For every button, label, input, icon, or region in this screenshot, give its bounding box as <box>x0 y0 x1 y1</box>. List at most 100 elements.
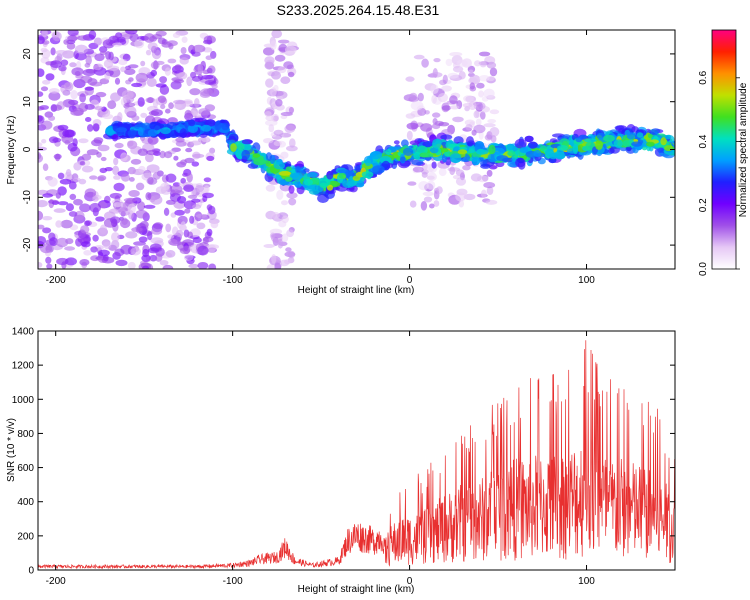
spectrogram-blob <box>177 71 188 80</box>
spectrogram-blob <box>67 142 78 152</box>
spectrogram-blob <box>68 181 77 190</box>
spectrogram-blob <box>140 112 148 118</box>
spectrogram-blob <box>138 165 146 173</box>
spectrogram-blob <box>155 253 163 262</box>
spectrogram-blob <box>455 169 465 177</box>
spectrogram-blob <box>288 198 297 206</box>
spectrogram-blob <box>277 39 290 44</box>
spectrogram-blob <box>135 209 148 219</box>
spectrogram-blob <box>327 184 333 191</box>
spectrogram-blob <box>95 216 105 222</box>
spectrogram-blob <box>421 58 429 68</box>
spectrogram-blob <box>544 148 555 158</box>
spectrogram-blob <box>264 56 275 65</box>
snr-ytick-label: 200 <box>17 531 34 542</box>
spectrogram-blob <box>186 76 193 87</box>
colorbar-gradient <box>712 30 736 269</box>
spectrogram-blob <box>361 171 374 178</box>
spectrogram-blob <box>191 198 201 203</box>
colorbar-label: Normalized spectral amplitude <box>738 82 749 217</box>
spectrogram-blob <box>478 51 491 57</box>
spectrogram-blob <box>99 167 108 174</box>
spectrogram-blob <box>106 127 116 135</box>
spectrogram-blob <box>174 209 185 216</box>
spectrogram-blob <box>188 119 196 127</box>
spectrogram-blob <box>445 58 453 67</box>
spectrogram-blob <box>62 129 75 138</box>
spectrogram-blob <box>65 257 77 266</box>
spectrogram-blob <box>38 106 45 111</box>
spectrogram-blob <box>179 128 188 139</box>
spectrogram-blob <box>48 115 56 121</box>
spectrogram-blob <box>180 159 188 165</box>
spectrogram-ytick-label: -20 <box>22 237 33 252</box>
spectrogram-blob <box>88 30 97 40</box>
spectrogram-blob <box>271 233 283 243</box>
spectrogram-blob <box>183 184 195 192</box>
spectrogram-blob <box>147 135 159 145</box>
spectrogram-blob <box>647 133 653 139</box>
spectrogram-blob <box>288 106 295 114</box>
spectrogram-blob <box>242 144 252 151</box>
spectrogram-blob <box>87 124 94 132</box>
spectrogram-blob <box>433 58 441 63</box>
spectrogram-blob <box>121 89 134 100</box>
spectrogram-blob <box>172 32 181 38</box>
spectrogram-blob <box>279 132 292 138</box>
spectrogram-xtick-label: 100 <box>578 275 595 286</box>
snr-xtick-label: 0 <box>407 576 413 587</box>
spectrogram-blob <box>124 68 136 75</box>
spectrogram-blob <box>626 132 635 140</box>
spectrogram-blob <box>163 207 170 216</box>
spectrogram-blob <box>291 172 303 181</box>
spectrogram-blob <box>465 124 473 131</box>
spectrogram-blob <box>160 182 171 191</box>
spectrogram-blob <box>57 172 65 180</box>
spectrogram-blob <box>575 137 582 143</box>
spectrogram-blob <box>184 109 192 119</box>
spectrogram-blob <box>71 67 84 76</box>
spectrogram-blob <box>135 72 149 83</box>
spectrogram-blob <box>48 88 60 94</box>
spectrogram-blob <box>572 143 579 153</box>
spectrogram-blob <box>211 84 218 89</box>
spectrogram-blob <box>473 124 486 134</box>
spectrogram-blob <box>369 151 383 160</box>
spectrogram-blob <box>422 191 434 196</box>
spectrogram-blob <box>151 227 163 235</box>
spectrogram-blob <box>146 177 158 185</box>
spectrogram-blob <box>140 60 146 67</box>
spectrogram-blob <box>270 40 277 51</box>
spectrogram-blob <box>125 231 138 239</box>
spectrogram-ytick-label: -10 <box>22 190 33 205</box>
spectrogram-blob <box>202 237 209 245</box>
spectrogram-blob <box>273 84 279 92</box>
spectrogram-blob <box>206 204 213 211</box>
spectrogram-blob <box>646 141 655 147</box>
spectrogram-blob <box>173 103 182 109</box>
spectrogram-blob <box>38 210 44 221</box>
spectrogram-blob <box>426 172 437 182</box>
spectrogram-blob <box>284 259 292 265</box>
spectrogram-blob <box>125 30 138 35</box>
spectrogram-blob <box>458 71 466 80</box>
spectrogram-blob <box>289 138 296 148</box>
spectrogram-blob <box>145 97 156 103</box>
spectrogram-blob <box>40 86 49 92</box>
spectrogram-blob <box>159 260 169 266</box>
snr-series-line <box>37 340 676 570</box>
spectrogram-blob <box>478 90 485 98</box>
spectrogram-blob <box>430 84 439 94</box>
spectrogram-blob <box>114 77 121 85</box>
spectrogram-blob <box>364 158 372 166</box>
spectrogram-blob <box>285 45 297 55</box>
spectrogram-blob <box>204 80 217 86</box>
spectrogram-blob <box>201 124 212 132</box>
spectrogram-blob <box>426 180 436 190</box>
spectrogram-blob <box>528 141 538 149</box>
colorbar-frame <box>711 29 737 270</box>
spectrogram-blob <box>665 134 672 140</box>
spectrogram-blob <box>55 220 63 228</box>
